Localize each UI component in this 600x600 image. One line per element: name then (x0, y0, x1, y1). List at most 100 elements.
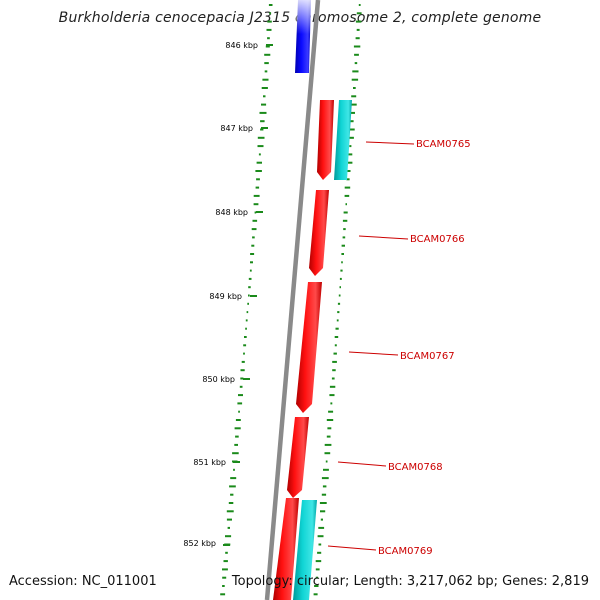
ruler-label: 849 kbp (209, 292, 242, 301)
gc-tick (326, 435, 331, 438)
gc-tick (260, 128, 264, 131)
gc-tick (251, 228, 257, 231)
ruler-mark: 852 kbp (183, 539, 230, 548)
gc-tick (243, 344, 247, 347)
gc-tick (348, 128, 355, 131)
gc-tick (354, 53, 359, 56)
gc-tick (238, 394, 243, 397)
gc-tick (267, 20, 272, 23)
gc-tick (324, 443, 332, 446)
gc-tick (324, 452, 331, 455)
gc-tick (355, 20, 362, 23)
gc-tick (245, 319, 248, 322)
gene-label-bcam0765[interactable]: BCAM0765 (365, 139, 471, 150)
gc-tick (342, 236, 346, 239)
gc-tick (326, 419, 334, 421)
gc-tick (336, 319, 339, 322)
gc-tick (261, 87, 268, 89)
topology-text: Topology: circular; Length: 3,217,062 bp… (231, 574, 589, 589)
gc-tick (266, 28, 272, 31)
gc-tick (229, 485, 236, 488)
gc-tick (314, 585, 319, 587)
gc-tick (252, 236, 255, 239)
ruler-label: 848 kbp (215, 208, 248, 217)
gc-tick (328, 410, 334, 413)
gc-tick (351, 78, 359, 81)
gc-tick (251, 244, 255, 247)
gc-tick (329, 394, 335, 397)
gene-label-text: BCAM0768 (388, 462, 443, 473)
gc-tick (338, 294, 341, 297)
gc-tick (253, 203, 259, 206)
gc-tick (352, 70, 359, 73)
forward-cds-bcam0769[interactable] (273, 498, 299, 600)
gc-tick (228, 502, 234, 504)
gc-tick (313, 593, 318, 596)
gc-tick (320, 518, 323, 521)
gc-tick (267, 37, 270, 40)
gc-tick (341, 244, 345, 247)
gc-tick (319, 502, 327, 504)
gc-tick (315, 576, 319, 579)
reverse-cds-feature[interactable] (295, 0, 312, 73)
gene-label-bcam0766[interactable]: BCAM0766 (358, 234, 465, 245)
forward-cds-bcam0768[interactable] (287, 417, 309, 498)
forward-cds-bcam0765[interactable] (317, 100, 334, 180)
gene-label-text: BCAM0767 (400, 351, 455, 362)
gc-tick (335, 327, 339, 330)
gc-tick (230, 493, 234, 496)
ruler-mark: 850 kbp (202, 375, 250, 384)
gene-label-bcam0768[interactable]: BCAM0768 (337, 461, 443, 473)
gc-tick (353, 87, 356, 89)
gc-tick (344, 186, 351, 189)
gc-tick (253, 194, 260, 197)
gc-tick (259, 111, 267, 114)
gc-tick (332, 360, 337, 363)
feature-cyan-lower[interactable] (293, 500, 317, 600)
gc-tick (342, 219, 348, 222)
gc-tick (256, 161, 262, 164)
gc-tick (331, 377, 335, 380)
gc-tick (349, 103, 357, 106)
gc-tick (347, 136, 354, 139)
gc-tick (240, 369, 245, 372)
gc-tick (226, 518, 232, 521)
gc-tick (351, 95, 357, 98)
ruler-label: 846 kbp (225, 41, 258, 50)
ruler-mark: 847 kbp (220, 124, 268, 133)
gc-tick (346, 178, 350, 181)
ruler-mark: 851 kbp (193, 458, 240, 467)
backbone-arc (264, 0, 321, 600)
gc-content-track-outer (313, 4, 362, 596)
gc-tick (255, 186, 260, 189)
gc-tick (243, 352, 245, 355)
gc-tick (344, 194, 350, 197)
gc-tick (246, 311, 249, 314)
gc-tick (222, 576, 227, 579)
gc-tick (345, 203, 347, 206)
gc-tick (320, 510, 326, 513)
gc-tick (234, 443, 238, 446)
gc-tick (264, 62, 269, 65)
gc-tick (327, 427, 332, 430)
gc-tick (255, 170, 262, 172)
gc-tick (230, 477, 237, 480)
gc-tick (354, 62, 358, 65)
gc-tick (226, 510, 234, 513)
gc-tick (339, 286, 341, 289)
gene-label-bcam0767[interactable]: BCAM0767 (348, 351, 455, 362)
gc-tick (223, 560, 228, 563)
gc-tick (334, 336, 339, 338)
gc-tick (241, 360, 245, 363)
gc-tick (261, 103, 267, 106)
gc-tick (225, 551, 228, 554)
feature-cyan-upper[interactable] (334, 100, 352, 180)
gc-tick (347, 153, 353, 156)
forward-cds-bcam0767[interactable] (296, 282, 322, 413)
gc-tick (346, 161, 353, 164)
gc-tick (237, 402, 243, 405)
forward-cds-bcam0766[interactable] (309, 190, 329, 276)
gene-label-bcam0769[interactable]: BCAM0769 (327, 545, 433, 557)
gc-tick (341, 253, 344, 255)
